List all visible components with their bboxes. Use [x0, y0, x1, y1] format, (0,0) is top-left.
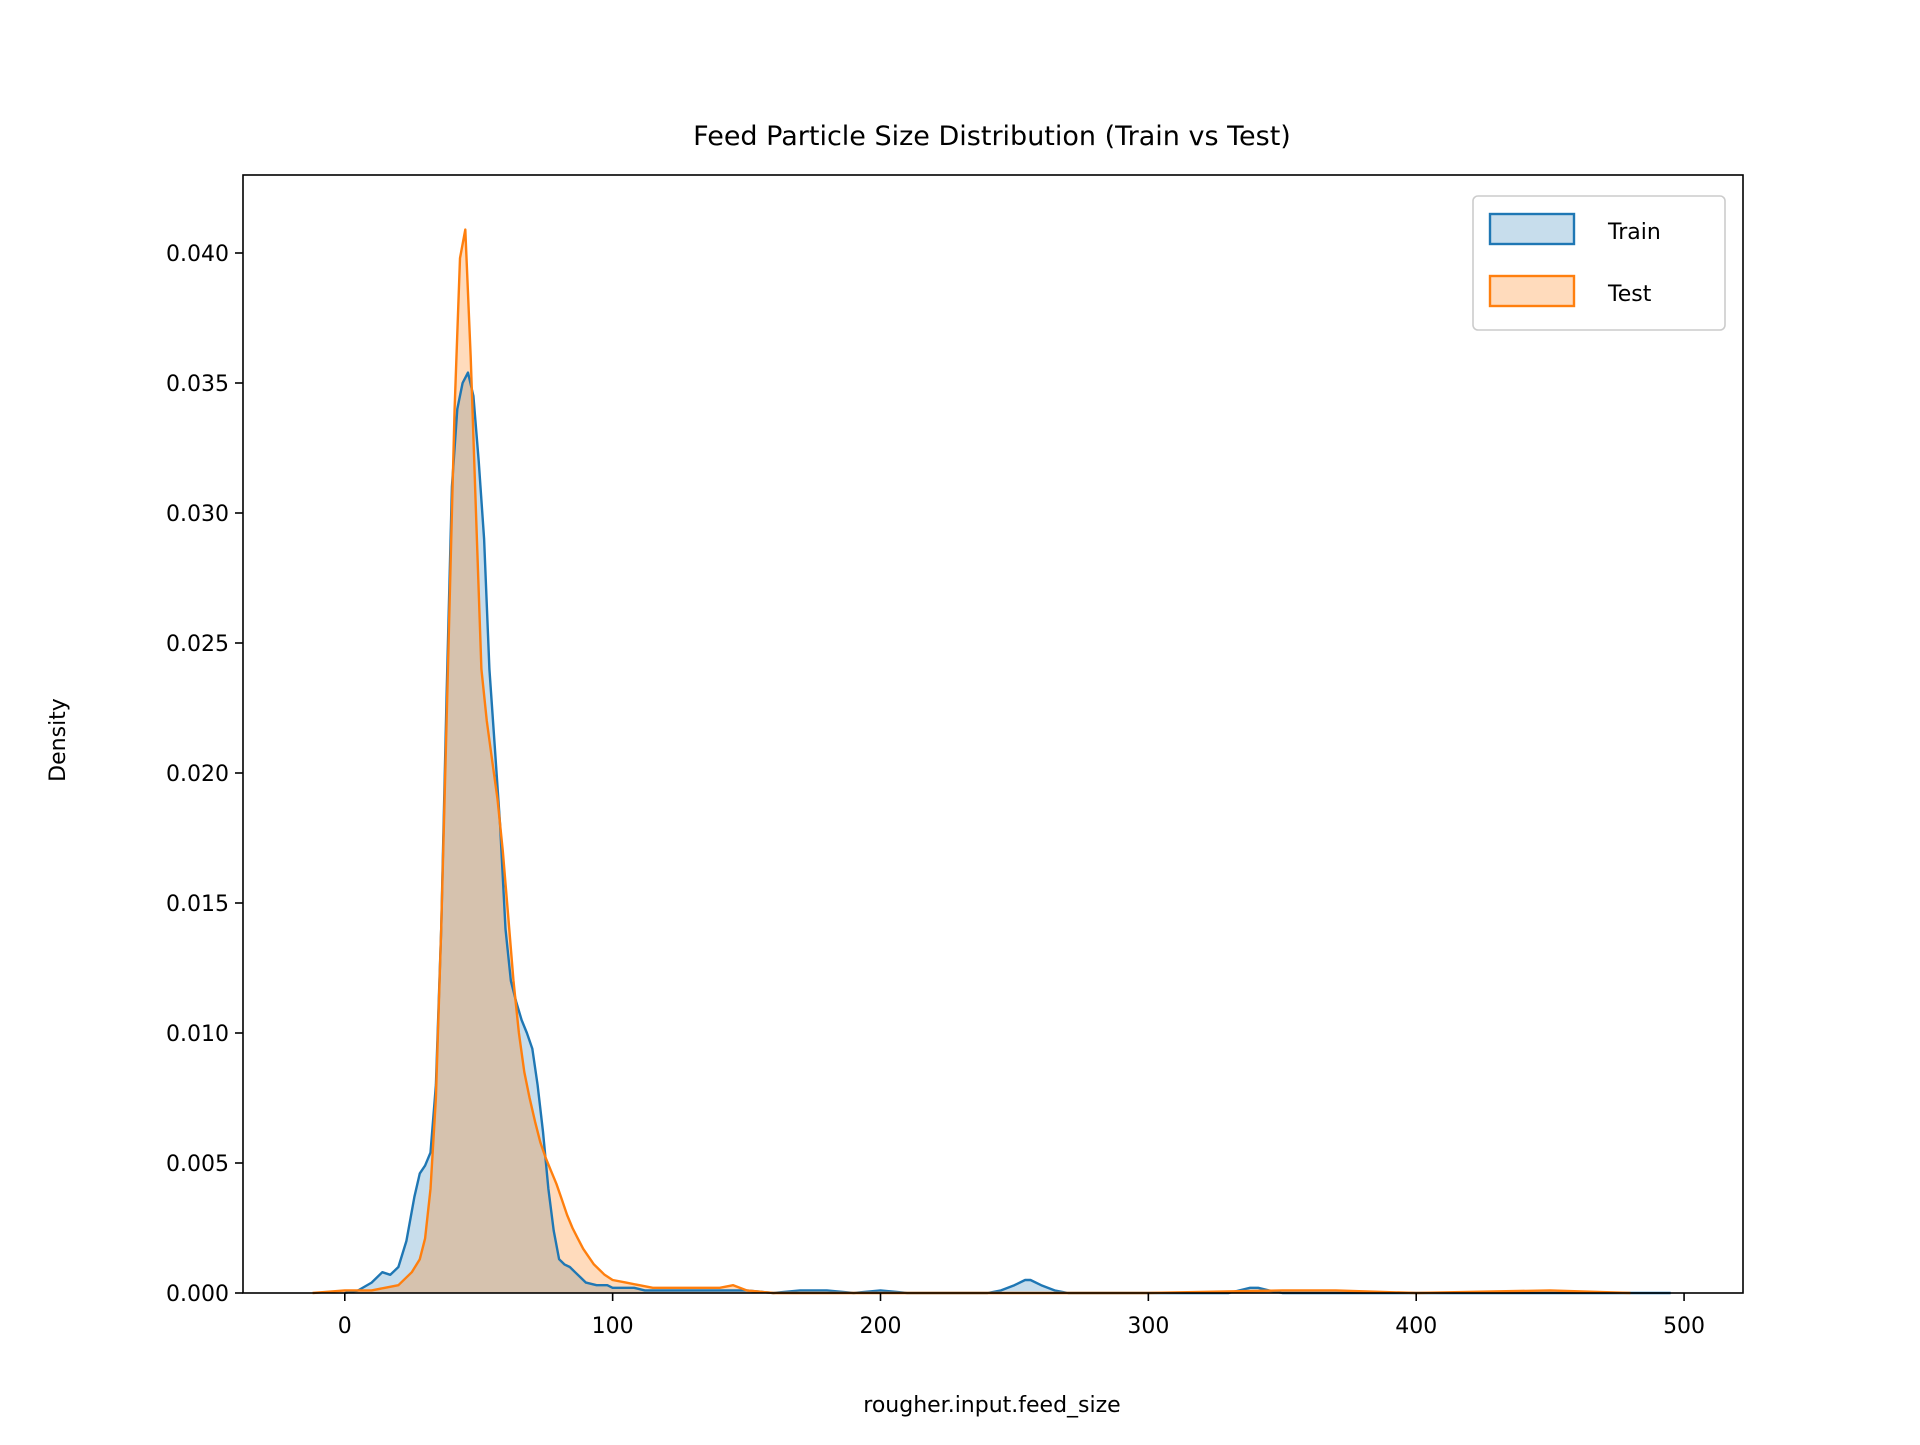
- series-area-test: [312, 229, 1631, 1294]
- series-lines: [312, 228, 1671, 1295]
- series-line-test: [312, 228, 1631, 1295]
- y-tick-label: 0.000: [166, 1282, 229, 1307]
- y-tick-label: 0.020: [166, 762, 229, 787]
- y-tick-label: 0.015: [166, 892, 229, 917]
- legend-label-test: Test: [1607, 282, 1652, 307]
- x-axis-ticks: 0 100 200 300 400 500: [338, 1293, 1705, 1339]
- legend-box: [1472, 195, 1726, 331]
- y-tick-label: 0.005: [166, 1152, 229, 1177]
- y-tick-label: 0.030: [166, 502, 229, 527]
- y-tick-label: 0.025: [166, 632, 229, 657]
- legend-swatch-test: [1488, 274, 1576, 308]
- legend: Train Test: [1472, 195, 1726, 331]
- y-axis-label: Density: [46, 698, 71, 782]
- x-tick-label: 100: [592, 1314, 634, 1339]
- y-axis-ticks: 0.000 0.005 0.010 0.015 0.020 0.025 0.030 0.035…: [166, 242, 243, 1307]
- y-tick-label: 0.035: [166, 372, 229, 397]
- y-tick-label: 0.010: [166, 1022, 229, 1047]
- legend-swatch-train: [1488, 212, 1576, 246]
- x-axis-label: rougher.input.feed_size: [863, 1393, 1120, 1418]
- x-tick-label: 400: [1395, 1314, 1437, 1339]
- x-tick-label: 0: [338, 1314, 352, 1339]
- x-tick-label: 300: [1127, 1314, 1169, 1339]
- legend-label-train: Train: [1607, 220, 1661, 245]
- chart-title: Feed Particle Size Distribution (Train v…: [693, 121, 1291, 152]
- x-tick-label: 200: [860, 1314, 902, 1339]
- x-tick-label: 500: [1663, 1314, 1705, 1339]
- axes-frame: [242, 174, 1744, 1294]
- series-fills: [312, 229, 1671, 1294]
- series-area-train: [344, 372, 1671, 1294]
- y-tick-label: 0.040: [166, 242, 229, 267]
